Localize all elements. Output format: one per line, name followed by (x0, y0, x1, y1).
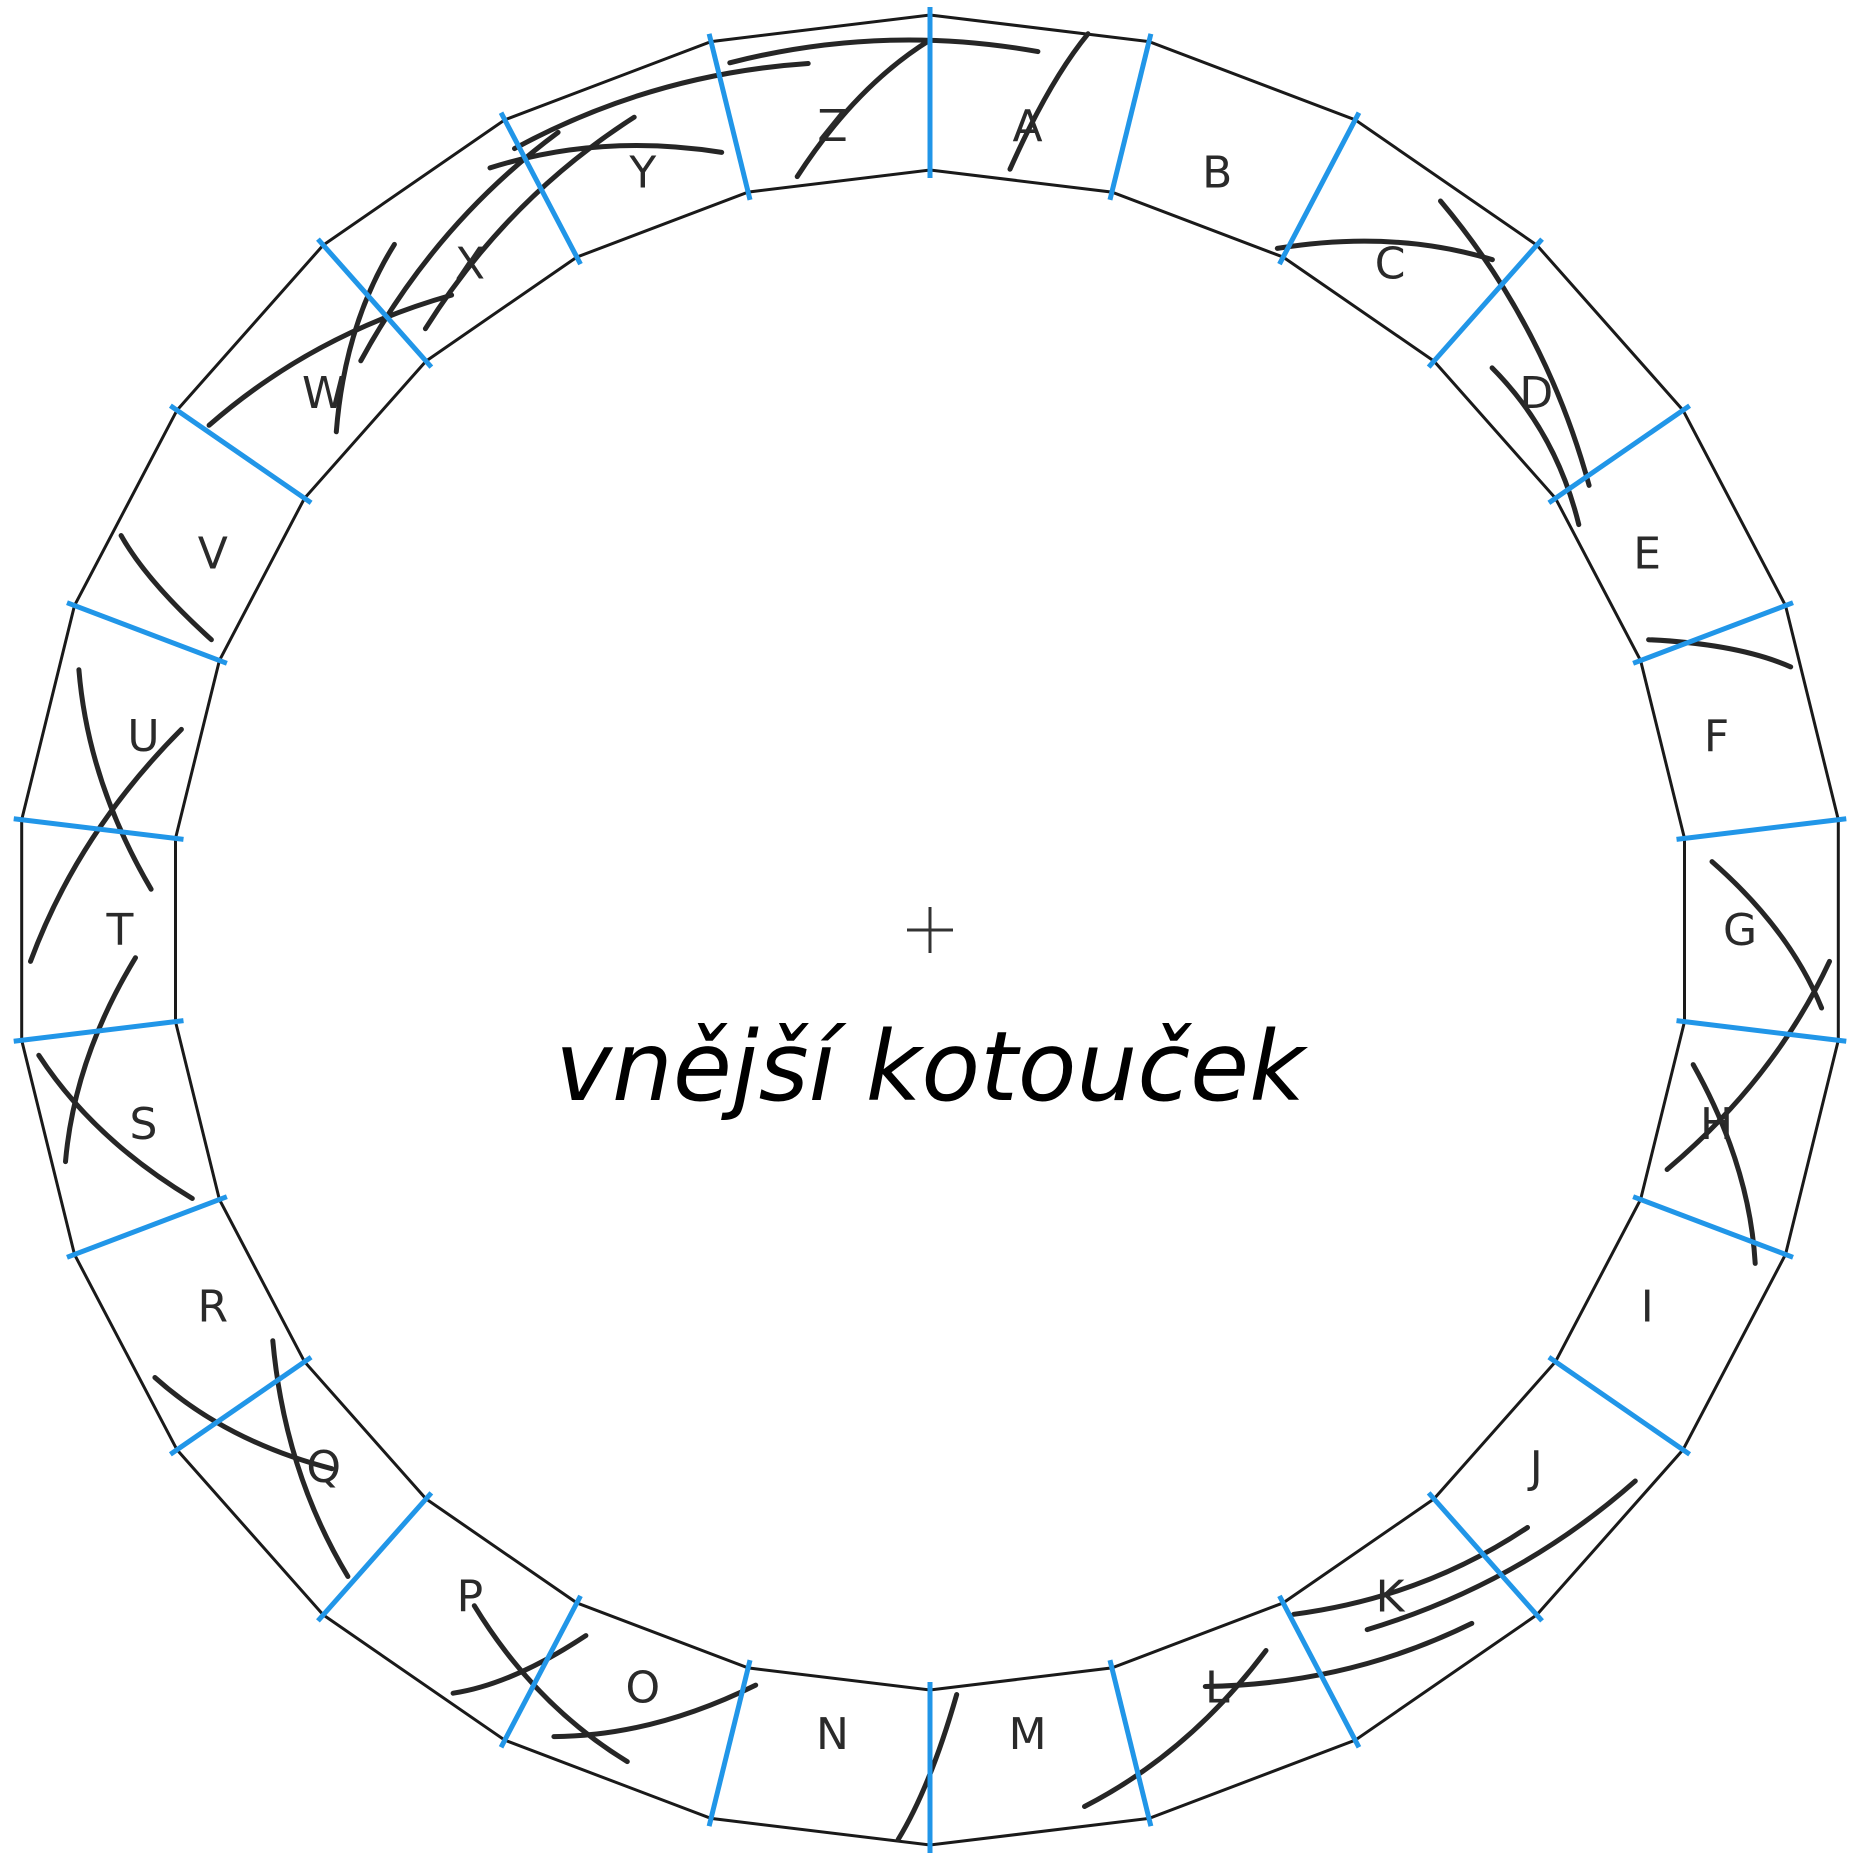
segment-letter-x: X (455, 238, 485, 289)
segment-divider (13, 1018, 184, 1044)
segment-divider (1426, 237, 1544, 369)
segment-letter-d: D (1519, 368, 1553, 419)
segment-letter-g: G (1723, 905, 1757, 956)
segment-divider (1632, 1194, 1794, 1260)
wire-path (1082, 1648, 1269, 1809)
segment-divider (168, 1355, 313, 1457)
segment-letter-o: O (625, 1662, 660, 1713)
segment-divider (1547, 403, 1692, 505)
segment-divider (316, 1491, 434, 1623)
segment-divider (1547, 1355, 1692, 1457)
segment-divider (13, 816, 184, 842)
segment-letter-e: E (1633, 529, 1661, 580)
wire-path (794, 37, 933, 180)
segment-letter-s: S (130, 1099, 158, 1150)
segment-divider (66, 1194, 228, 1260)
wire-path (512, 61, 811, 152)
segment-letter-p: P (457, 1572, 484, 1623)
wire-path (1291, 1525, 1530, 1617)
segment-divider (316, 237, 434, 369)
segment-letter-l: L (1205, 1662, 1230, 1713)
segment-divider (1676, 816, 1847, 842)
wire-path (333, 241, 397, 435)
wire-path (206, 292, 455, 428)
segment-letters: A B C D E F G H I J K L M N O P Q R S T U V W X Y Z (106, 101, 1758, 1760)
segment-dividers (13, 7, 1847, 1853)
segment-letter-b: B (1202, 148, 1232, 199)
wire-path (1646, 637, 1794, 670)
wire-path (63, 955, 138, 1165)
wire-path (28, 726, 184, 964)
wire-path (1007, 31, 1091, 172)
wire-path (487, 143, 725, 171)
disc-title: vnější kotouček (555, 1011, 1308, 1123)
segment-letter-j: J (1527, 1442, 1543, 1493)
segment-letter-a: A (1013, 101, 1043, 152)
wire-path (1690, 1062, 1758, 1266)
segment-letter-f: F (1704, 711, 1729, 762)
wire-path (422, 114, 637, 332)
wire-path (727, 37, 1041, 66)
segment-divider (1107, 33, 1154, 201)
center-cross (907, 907, 953, 953)
segment-divider (168, 403, 313, 505)
wire-path (270, 1338, 351, 1579)
segment-divider (66, 600, 228, 666)
segment-letter-v: V (198, 529, 228, 580)
wiring-paths (28, 31, 1832, 1842)
segment-letter-y: Y (628, 148, 656, 199)
segment-divider (1277, 111, 1362, 266)
segment-letter-z: Z (817, 101, 847, 152)
segment-divider (706, 33, 753, 201)
wire-path (1664, 958, 1832, 1172)
wire-path (895, 1692, 960, 1842)
segment-divider (1676, 1018, 1847, 1044)
wire-path (1489, 365, 1582, 528)
wire-path (76, 667, 154, 892)
segment-letter-r: R (198, 1281, 229, 1332)
segment-letter-i: I (1641, 1281, 1654, 1332)
wire-path (551, 1682, 759, 1740)
segment-divider (1632, 600, 1794, 666)
segment-letter-t: T (106, 905, 134, 956)
wire-path (1438, 198, 1592, 488)
segment-divider (1426, 1491, 1544, 1623)
segment-letter-h: H (1700, 1099, 1733, 1150)
segment-divider (498, 111, 583, 266)
segment-letter-c: C (1375, 238, 1406, 289)
segment-letter-k: K (1376, 1572, 1406, 1623)
segment-letter-q: Q (306, 1442, 341, 1493)
wire-path (471, 1603, 630, 1765)
wire-path (1364, 1478, 1638, 1633)
segment-letter-u: U (127, 711, 159, 762)
wire-path (118, 533, 214, 643)
wire-path (450, 1633, 589, 1696)
wire-path (1274, 238, 1495, 263)
segment-divider (706, 1659, 753, 1827)
segment-divider (498, 1594, 583, 1749)
segment-divider (1107, 1659, 1154, 1827)
segment-divider (1277, 1594, 1362, 1749)
segment-letter-n: N (816, 1709, 849, 1760)
segment-letter-m: M (1009, 1709, 1047, 1760)
wire-path (36, 1052, 195, 1201)
segment-letter-w: W (302, 368, 346, 419)
wire-path (152, 1375, 335, 1472)
